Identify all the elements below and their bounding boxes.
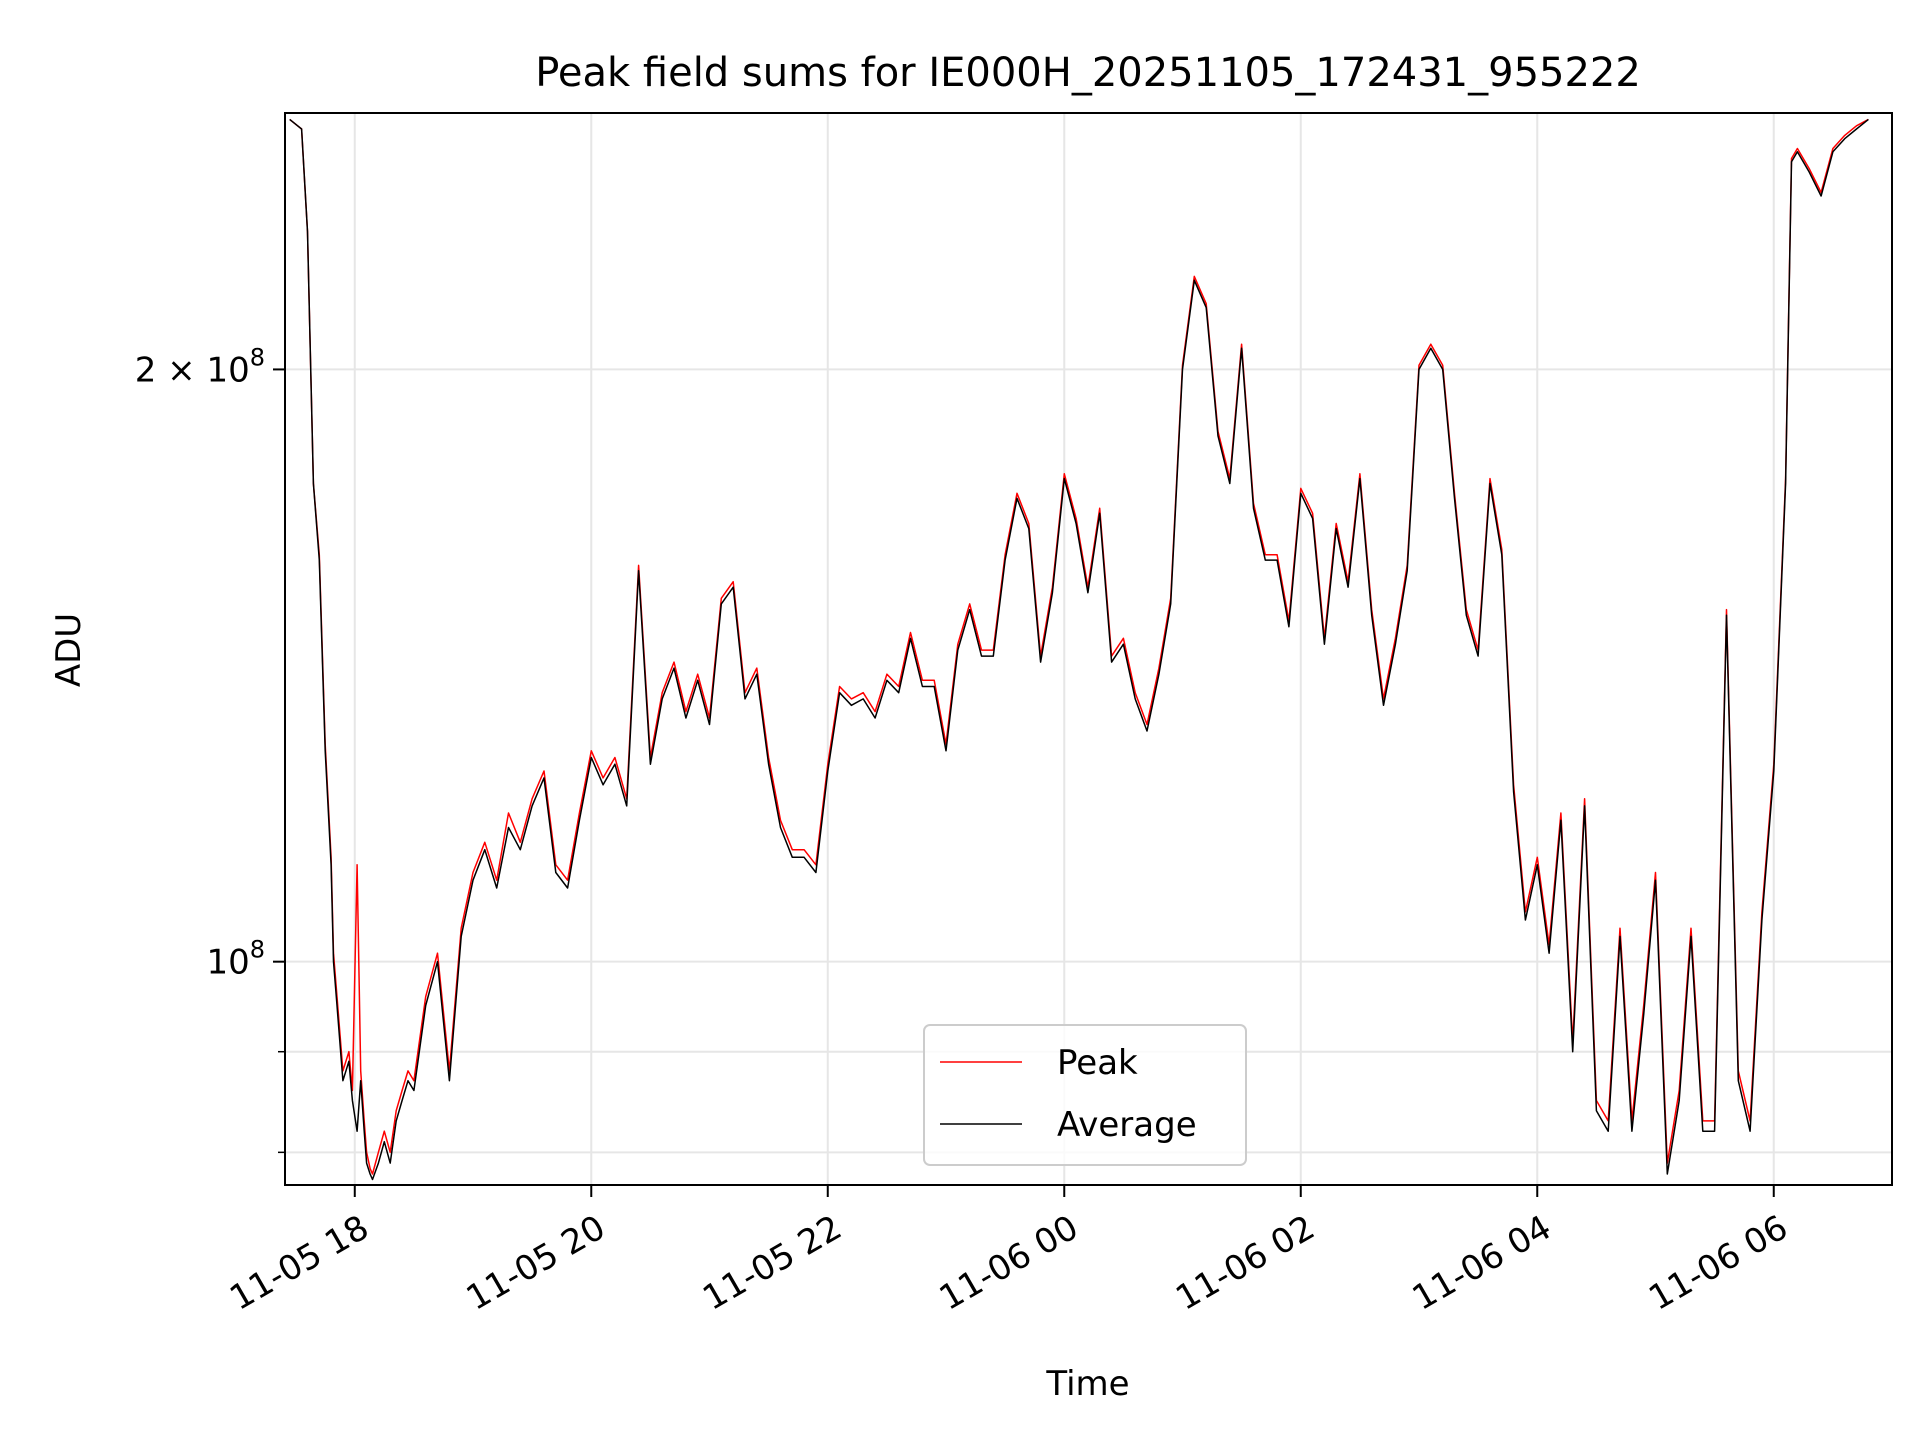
series-line-average xyxy=(289,118,1869,1181)
chart-title: Peak field sums for IE000H_20251105_1724… xyxy=(535,50,1641,96)
y-tick-label: 108 xyxy=(206,936,265,983)
legend: Peak Average xyxy=(923,1024,1247,1166)
legend-label-average: Average xyxy=(1057,1105,1197,1145)
legend-box xyxy=(923,1024,1247,1166)
x-axis-label: Time xyxy=(1045,1364,1129,1404)
series-average xyxy=(289,118,1869,1181)
y-axis-ticks: 2 × 108 108 xyxy=(135,343,285,1154)
y-tick-label: 2 × 108 xyxy=(135,343,265,390)
legend-label-peak: Peak xyxy=(1057,1043,1138,1083)
plot-frame xyxy=(284,112,1893,1186)
y-axis-label: ADU xyxy=(49,613,89,687)
